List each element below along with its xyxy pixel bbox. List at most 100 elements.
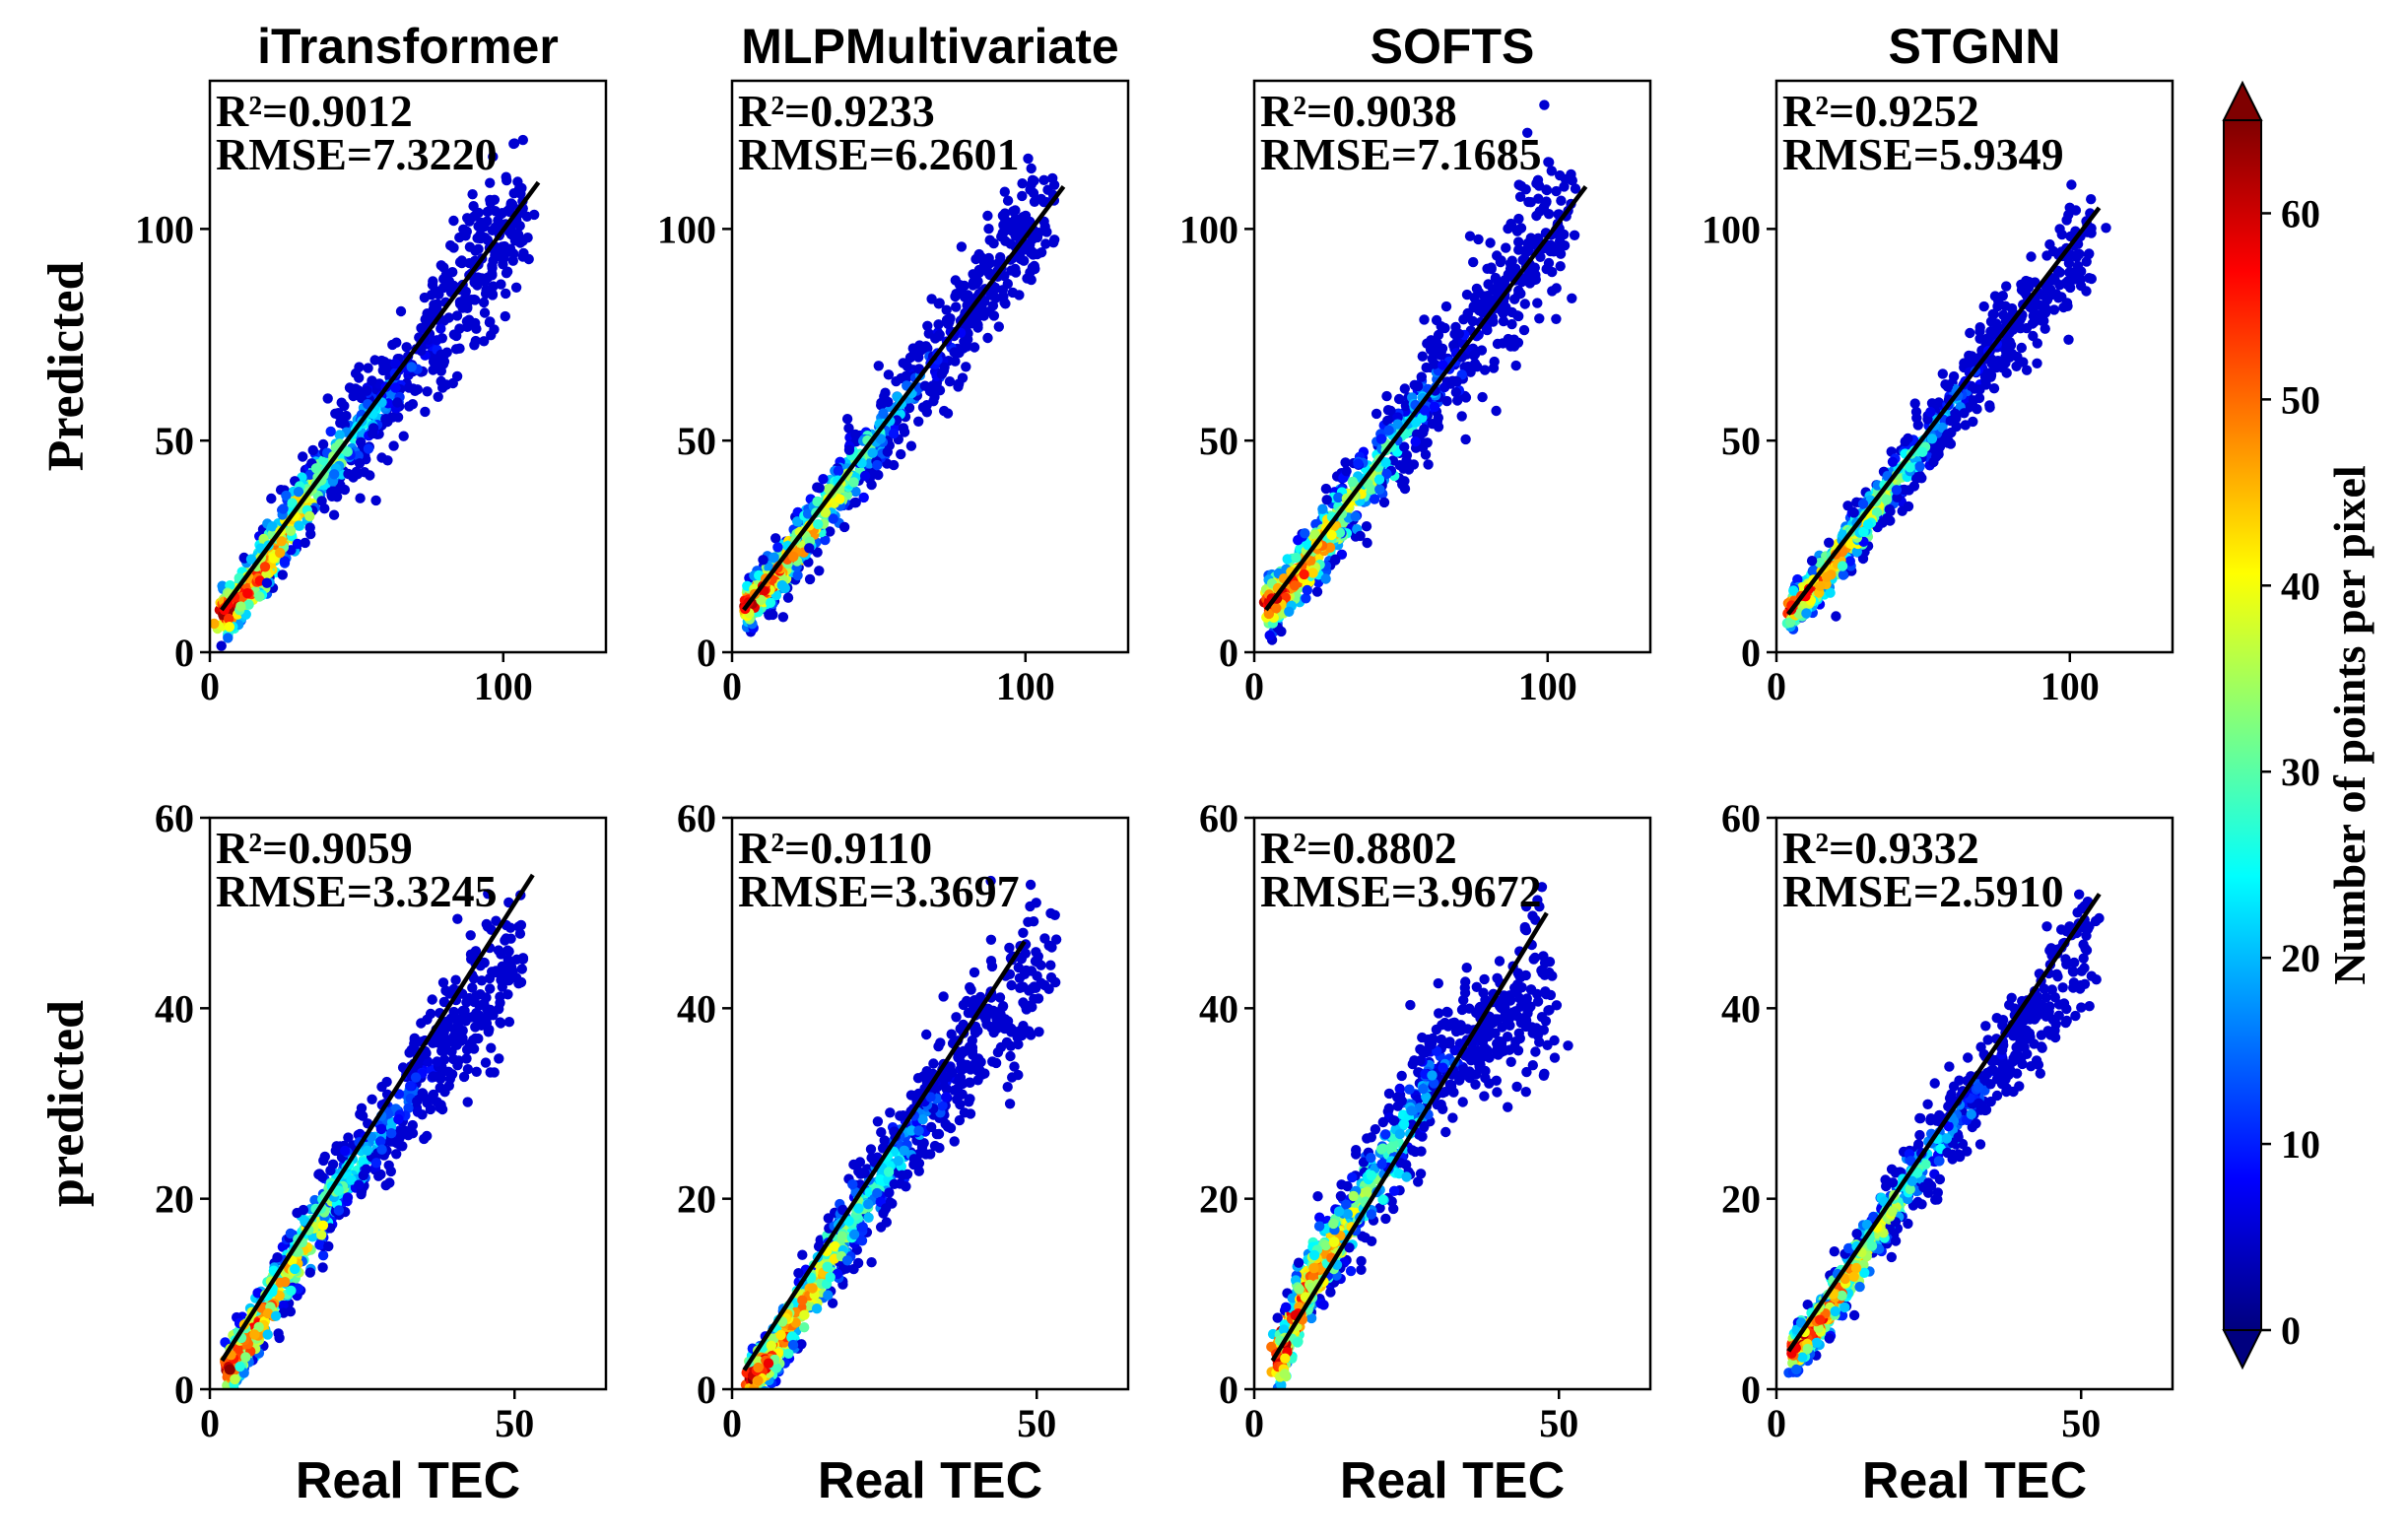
scatter-point [1556, 230, 1567, 241]
scatter-point [511, 954, 522, 965]
axes-frame [730, 79, 1130, 654]
y-tick-label: 100 [1179, 207, 1238, 251]
scatter-point [1543, 257, 1555, 269]
scatter-point [1393, 393, 1405, 405]
scatter-point [1399, 383, 1411, 394]
scatter-point [968, 280, 978, 291]
scatter-point [460, 286, 471, 298]
scatter-point [758, 555, 769, 566]
scatter-point [939, 405, 950, 417]
scatter-point [1556, 195, 1567, 206]
scatter-point [950, 356, 961, 367]
scatter-point [454, 343, 465, 354]
scatter-point [1931, 451, 1942, 462]
r2-annotation: R²=0.9012 [216, 86, 413, 136]
scatter-point [210, 618, 220, 630]
scatter-point [876, 397, 887, 408]
scatter-point [479, 307, 491, 318]
scatter-point [452, 1060, 463, 1071]
y-tick-label: 0 [1219, 631, 1238, 675]
scatter-point [1538, 202, 1550, 213]
scatter-point [843, 423, 854, 434]
scatter-point [1513, 213, 1524, 225]
scatter-point [314, 1239, 325, 1250]
scatter-point [444, 1073, 456, 1085]
scatter-point [450, 974, 461, 985]
scatter-point [921, 1029, 932, 1040]
scatter-point [508, 138, 519, 150]
scatter-point [777, 612, 789, 623]
scatter-point [496, 279, 506, 290]
x-tick-label: 0 [1767, 664, 1786, 708]
scatter-point [1899, 484, 1909, 496]
scatter-point [405, 1081, 416, 1092]
scatter-point [1925, 407, 1936, 418]
scatter-point [2065, 249, 2076, 260]
x-tick-label: 50 [495, 1401, 534, 1445]
scatter-point [309, 1194, 320, 1206]
scatter-point [850, 429, 861, 440]
scatter-point [457, 1005, 468, 1017]
scatter-point [482, 206, 494, 218]
scatter-point [317, 1250, 329, 1261]
scatter-point [452, 913, 463, 924]
scatter-point [1972, 404, 1982, 415]
scatter-point [813, 518, 824, 530]
scatter-point [479, 958, 490, 969]
scatter-point [1513, 244, 1524, 255]
scatter-point [363, 363, 373, 373]
scatter-point [388, 440, 399, 451]
scatter-point [1891, 485, 1903, 496]
scatter-point [1309, 529, 1320, 540]
scatter-point [382, 455, 393, 466]
scatter-point [982, 332, 993, 344]
scatter-point [1355, 530, 1366, 542]
scatter-point [1380, 457, 1391, 468]
scatter-point [873, 361, 884, 371]
scatter-point [1036, 193, 1047, 205]
scatter-point [765, 597, 776, 608]
y-axis-label: predicted [38, 1000, 95, 1207]
scatter-point [389, 358, 401, 369]
scatter-point [501, 171, 511, 182]
scatter-point [1432, 337, 1442, 349]
scatter-point [1317, 503, 1328, 514]
scatter-point [483, 889, 494, 900]
scatter-point [387, 339, 398, 351]
x-tick-label: 0 [200, 664, 220, 708]
scatter-point [1422, 437, 1433, 448]
scatter-point [1015, 253, 1027, 265]
scatter-point [1468, 256, 1479, 268]
scatter-point [277, 569, 288, 580]
scatter-point [1479, 365, 1491, 375]
scatter-point [748, 1393, 758, 1403]
scatter-point [1814, 580, 1826, 591]
scatter-point [1429, 401, 1440, 413]
scatter-point [880, 387, 891, 398]
scatter-point [500, 935, 510, 946]
scatter-point [1570, 183, 1581, 194]
axes-frame [1774, 79, 2174, 654]
scatter-point [1914, 461, 1925, 472]
scatter-point [968, 269, 978, 280]
scatter-point [465, 930, 476, 941]
scatter-point [902, 361, 912, 371]
y-axis-label: Predicted [38, 262, 95, 472]
scatter-point [1400, 400, 1412, 411]
scatter-point [1433, 329, 1444, 341]
scatter-point [1806, 556, 1818, 567]
scatter-point [1917, 446, 1928, 457]
scatter-point [272, 1252, 283, 1263]
scatter-point [1942, 381, 1954, 392]
scatter-point [772, 542, 783, 553]
scatter-point [959, 292, 970, 302]
scatter-point [1871, 506, 1883, 518]
scatter-point [513, 978, 524, 989]
scatter-point [888, 459, 900, 471]
scatter-point [1892, 492, 1903, 502]
scatter-point [422, 1098, 433, 1108]
y-tick-label: 50 [677, 419, 716, 463]
y-tick-label: 100 [1702, 207, 1761, 251]
scatter-point [330, 408, 341, 419]
scatter-point [391, 1149, 402, 1160]
